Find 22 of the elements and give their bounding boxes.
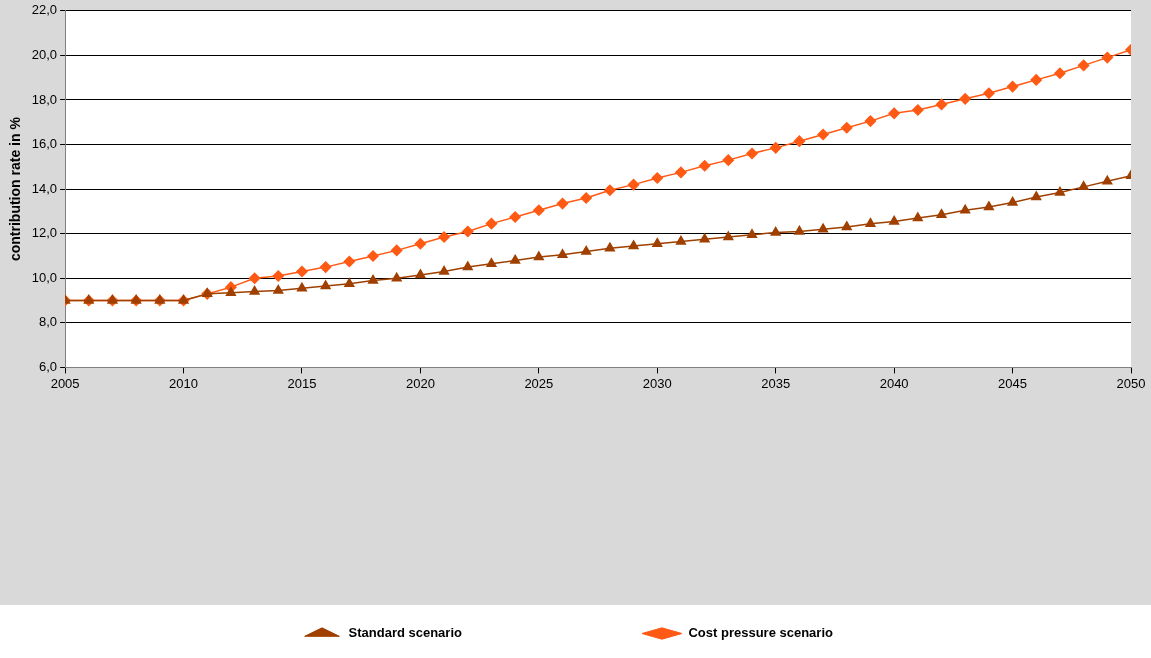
legend-label: Cost pressure scenario (688, 625, 834, 641)
legend-label: Standard scenario (348, 625, 463, 641)
y-tick-label: 20,0 (31, 46, 58, 62)
x-tick-label: 2050 (1116, 375, 1146, 391)
y-tick-label: 12,0 (31, 225, 58, 241)
y-tick-label: 16,0 (31, 136, 58, 152)
x-tick-label: 2025 (524, 375, 554, 391)
x-tick-label: 2005 (50, 375, 80, 391)
x-tick-label: 2045 (998, 375, 1028, 391)
x-tick-label: 2010 (169, 375, 198, 391)
y-tick-label: 6,0 (39, 358, 58, 374)
y-tick-label: 14,0 (31, 180, 58, 196)
x-tick-label: 2020 (405, 375, 435, 391)
x-tick-label: 2040 (879, 375, 909, 391)
y-axis-title: contribution rate in % (7, 116, 24, 262)
x-tick-label: 2035 (761, 375, 791, 391)
y-tick-label: 8,0 (39, 314, 58, 330)
x-tick-label: 2015 (287, 375, 317, 391)
x-tick-label: 2030 (642, 375, 672, 391)
y-tick-label: 22,0 (31, 2, 58, 18)
y-tick-label: 10,0 (31, 269, 58, 285)
y-tick-label: 18,0 (31, 91, 58, 107)
